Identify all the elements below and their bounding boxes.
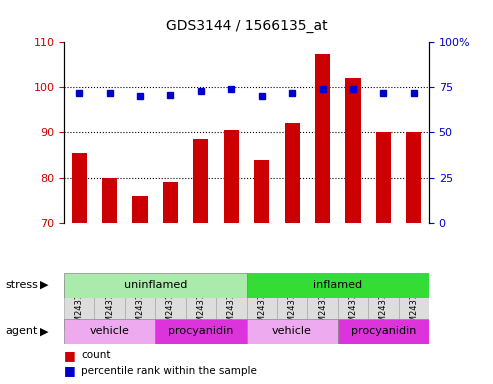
Bar: [95, 280, 125, 330]
Bar: [246, 273, 429, 298]
Text: GSM243723: GSM243723: [318, 282, 327, 333]
Bar: [71, 153, 87, 223]
Bar: [224, 130, 239, 223]
Bar: [254, 160, 269, 223]
Text: GDS3144 / 1566135_at: GDS3144 / 1566135_at: [166, 19, 327, 33]
Bar: [368, 280, 398, 330]
Text: ▶: ▶: [40, 326, 49, 336]
Bar: [406, 132, 422, 223]
Bar: [345, 78, 360, 223]
Bar: [102, 177, 117, 223]
Bar: [216, 280, 246, 330]
Text: percentile rank within the sample: percentile rank within the sample: [81, 366, 257, 376]
Bar: [246, 319, 338, 344]
Text: count: count: [81, 350, 111, 360]
Bar: [155, 280, 186, 330]
Bar: [338, 319, 429, 344]
Bar: [193, 139, 209, 223]
Text: procyanidin: procyanidin: [351, 326, 416, 336]
Text: vehicle: vehicle: [90, 326, 130, 336]
Text: agent: agent: [5, 326, 37, 336]
Bar: [64, 280, 95, 330]
Text: GSM243712: GSM243712: [166, 282, 175, 333]
Text: GSM243718: GSM243718: [349, 282, 357, 333]
Bar: [315, 53, 330, 223]
Text: GSM243720: GSM243720: [409, 282, 418, 333]
Text: GSM243714: GSM243714: [227, 282, 236, 333]
Bar: [163, 182, 178, 223]
Text: uninflamed: uninflamed: [124, 280, 187, 290]
Text: GSM243715: GSM243715: [75, 282, 84, 333]
Text: GSM243719: GSM243719: [379, 282, 388, 333]
Bar: [307, 280, 338, 330]
Text: GSM243717: GSM243717: [136, 282, 144, 333]
Text: GSM243722: GSM243722: [287, 282, 297, 333]
Bar: [155, 319, 246, 344]
Bar: [398, 280, 429, 330]
Text: GSM243721: GSM243721: [257, 282, 266, 333]
Bar: [64, 273, 246, 298]
Text: ▶: ▶: [40, 280, 49, 290]
Text: vehicle: vehicle: [272, 326, 312, 336]
Bar: [376, 132, 391, 223]
Text: GSM243713: GSM243713: [196, 282, 206, 333]
Bar: [186, 280, 216, 330]
Bar: [125, 280, 155, 330]
Bar: [133, 196, 148, 223]
Bar: [277, 280, 307, 330]
Text: inflamed: inflamed: [313, 280, 362, 290]
Text: GSM243716: GSM243716: [105, 282, 114, 333]
Bar: [284, 124, 300, 223]
Text: stress: stress: [5, 280, 38, 290]
Text: ■: ■: [64, 349, 76, 362]
Text: ■: ■: [64, 364, 76, 377]
Bar: [64, 319, 155, 344]
Text: procyanidin: procyanidin: [168, 326, 234, 336]
Bar: [338, 280, 368, 330]
Bar: [246, 280, 277, 330]
